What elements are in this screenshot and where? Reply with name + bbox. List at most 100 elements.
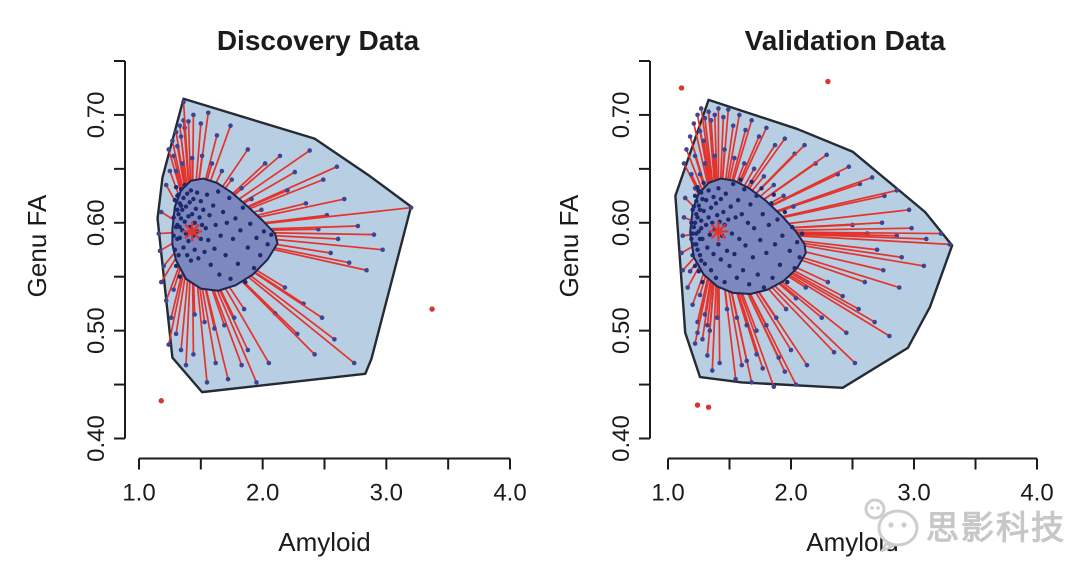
segment-endpoint — [167, 168, 173, 174]
segment-endpoint — [209, 161, 215, 166]
segment-endpoint — [245, 347, 251, 353]
segment-endpoint — [702, 161, 708, 166]
segment-endpoint — [335, 236, 341, 242]
segment-endpoint — [684, 147, 689, 152]
segment-endpoint — [899, 254, 904, 260]
data-point — [711, 194, 716, 200]
segment-endpoint — [239, 185, 244, 191]
data-point — [207, 213, 212, 218]
data-point — [696, 203, 701, 208]
segment-endpoint — [158, 279, 164, 285]
segment-endpoint — [709, 368, 715, 373]
data-point — [733, 215, 738, 220]
data-point — [186, 214, 191, 219]
data-point — [238, 228, 243, 233]
segment-endpoint — [682, 195, 688, 201]
data-point — [217, 272, 222, 277]
data-point — [745, 220, 751, 225]
segment-endpoint — [909, 225, 914, 231]
data-point — [749, 179, 754, 184]
data-point — [172, 197, 178, 203]
segment-endpoint — [171, 153, 176, 159]
data-point — [228, 276, 233, 282]
segment-endpoint — [259, 207, 264, 213]
segment-endpoint — [882, 193, 887, 199]
segment-endpoint — [894, 233, 900, 239]
data-point — [718, 257, 724, 262]
segment-endpoint — [334, 164, 340, 169]
data-point — [758, 237, 763, 243]
segment-endpoint — [754, 352, 759, 357]
segment-endpoint — [764, 125, 769, 131]
y-tick-label: 0.50 — [608, 307, 635, 354]
data-point — [722, 279, 727, 285]
data-point — [707, 232, 713, 237]
y-tick-label: 0.40 — [83, 415, 110, 462]
data-point — [699, 225, 704, 231]
data-point — [710, 220, 715, 225]
data-point — [257, 252, 263, 258]
segment-endpoint — [303, 201, 309, 206]
segment-endpoint — [744, 358, 750, 364]
data-point — [694, 231, 699, 236]
segment-endpoint — [332, 336, 337, 342]
data-point — [265, 242, 270, 247]
data-point — [181, 195, 186, 201]
segment-endpoint — [219, 168, 225, 174]
segment-endpoint — [241, 306, 247, 312]
data-point — [183, 204, 189, 209]
x-tick-label: 3.0 — [897, 480, 930, 507]
segment-endpoint — [896, 285, 902, 290]
data-point — [743, 243, 748, 248]
segment-endpoint — [266, 360, 272, 366]
data-point — [178, 187, 184, 192]
segment-endpoint — [894, 188, 900, 193]
segment-endpoint — [213, 360, 218, 366]
outlier-point — [678, 85, 685, 91]
data-point — [769, 201, 774, 206]
data-point — [261, 229, 267, 234]
data-point — [173, 224, 179, 230]
data-point — [173, 263, 179, 269]
data-point — [780, 233, 785, 238]
data-point — [699, 218, 704, 223]
data-point — [202, 249, 207, 255]
segment-endpoint — [680, 267, 686, 273]
segment-endpoint — [285, 188, 290, 193]
segment-endpoint — [319, 315, 325, 321]
data-point — [188, 188, 194, 193]
data-point — [702, 261, 708, 266]
data-point — [691, 224, 697, 230]
star-ray — [717, 223, 726, 233]
segment-endpoint — [191, 112, 196, 118]
data-point — [708, 268, 714, 273]
segment-endpoint — [312, 352, 317, 357]
segment-endpoint — [687, 269, 693, 274]
segment-endpoint — [793, 382, 799, 387]
data-point — [692, 263, 698, 269]
data-point — [178, 216, 184, 221]
segment-endpoint — [183, 362, 189, 368]
segment-endpoint — [175, 143, 180, 149]
data-point — [224, 220, 230, 225]
outlier-point — [694, 402, 701, 408]
segment-endpoint — [228, 123, 233, 129]
segment-endpoint — [717, 360, 722, 366]
segment-endpoint — [707, 328, 713, 333]
data-point — [206, 237, 211, 243]
segment-endpoint — [773, 315, 779, 321]
data-point — [172, 247, 178, 252]
data-point — [689, 236, 694, 242]
data-point — [748, 202, 753, 207]
x-tick-label: 4.0 — [493, 480, 526, 507]
data-point — [716, 242, 721, 247]
data-point — [703, 222, 709, 228]
point-group — [171, 182, 274, 285]
segment-endpoint — [924, 236, 929, 242]
data-point — [192, 220, 197, 225]
data-point — [764, 250, 769, 256]
data-point — [700, 196, 705, 202]
segment-endpoint — [725, 107, 731, 112]
data-point — [726, 217, 731, 222]
segment-endpoint — [681, 215, 687, 220]
